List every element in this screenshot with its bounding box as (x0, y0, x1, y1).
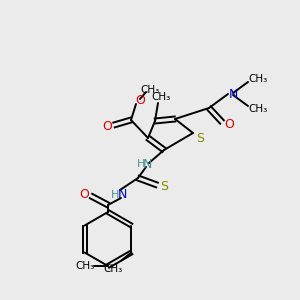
Text: H: H (111, 190, 119, 200)
Text: O: O (224, 118, 234, 131)
Text: CH₃: CH₃ (140, 85, 160, 95)
Text: CH₃: CH₃ (75, 261, 94, 271)
Text: S: S (160, 181, 168, 194)
Text: O: O (79, 188, 89, 200)
Text: O: O (102, 119, 112, 133)
Text: CH₃: CH₃ (152, 92, 171, 102)
Text: N: N (117, 188, 127, 202)
Text: N: N (228, 88, 238, 100)
Text: CH₃: CH₃ (248, 104, 268, 114)
Text: H: H (137, 159, 145, 169)
Text: CH₃: CH₃ (104, 265, 123, 275)
Text: S: S (196, 131, 204, 145)
Text: CH₃: CH₃ (248, 74, 268, 84)
Text: O: O (135, 94, 145, 106)
Text: N: N (142, 158, 152, 170)
